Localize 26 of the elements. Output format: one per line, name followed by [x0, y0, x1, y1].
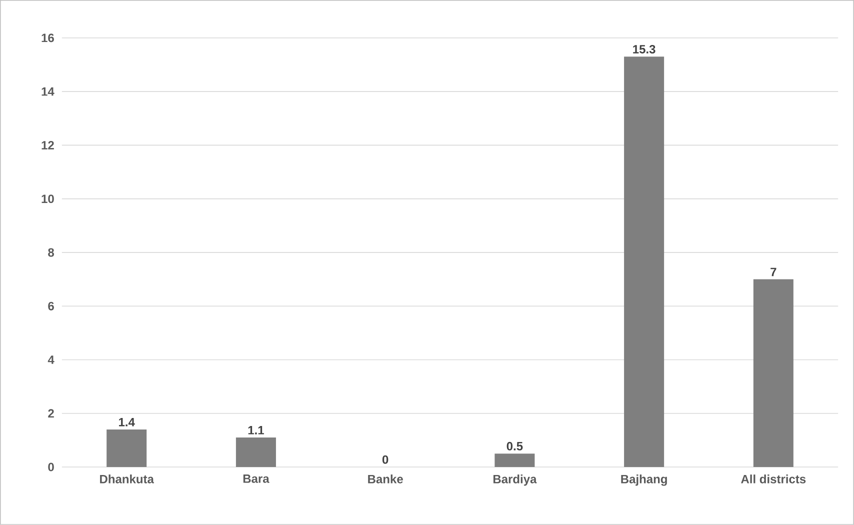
y-tick-label: 6: [48, 302, 54, 310]
x-tick-label: Dhankuta: [100, 474, 154, 484]
data-label: 0.5: [506, 442, 523, 450]
bar: [236, 438, 276, 468]
y-tick-label: 0: [48, 462, 54, 472]
y-tick-label: 10: [42, 194, 54, 204]
y-tick-label: 16: [42, 34, 54, 42]
x-tick-label: Banke: [368, 474, 403, 484]
x-tick-label: Bara: [243, 474, 270, 483]
bar: [494, 454, 535, 468]
data-label: 15.3: [633, 44, 656, 54]
x-tick-label: Bardiya: [493, 474, 537, 486]
bar: [106, 429, 147, 468]
y-tick-label: 8: [48, 248, 54, 257]
y-tick-label: 12: [42, 141, 54, 150]
bar: [624, 56, 664, 468]
data-label: 1.4: [119, 418, 135, 426]
x-tick-label: Bajhang: [621, 474, 667, 486]
x-tick-label: All districts: [741, 474, 806, 484]
data-label: 1.1: [248, 426, 264, 434]
bar: [753, 279, 794, 468]
y-tick-label: 2: [48, 409, 54, 418]
y-tick-label: 14: [42, 87, 54, 96]
data-label: 7: [770, 268, 776, 276]
data-label: 0: [382, 455, 388, 464]
y-tick-label: 4: [48, 356, 54, 364]
